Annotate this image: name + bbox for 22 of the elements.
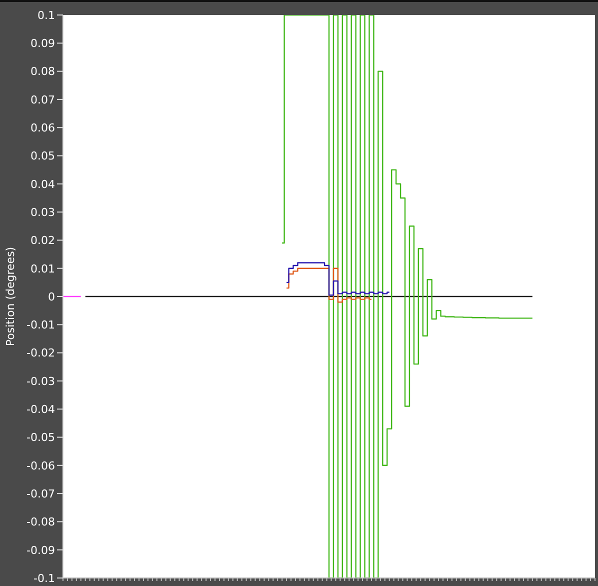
y-tick-label: 0.01 <box>30 262 55 276</box>
y-tick-label: 0.05 <box>30 150 55 163</box>
y-axis-title: Position (degrees) <box>4 246 17 346</box>
y-tick-label: -0.1 <box>34 572 55 585</box>
y-tick-label: -0.03 <box>26 374 55 388</box>
y-tick-label: -0.04 <box>26 403 55 416</box>
y-tick-label: -0.08 <box>26 516 55 529</box>
y-tick-label: 0.1 <box>38 8 55 22</box>
y-tick-label: 0 <box>48 290 55 304</box>
y-tick-label: 0.08 <box>30 65 55 78</box>
y-tick-label: -0.07 <box>26 487 55 500</box>
y-tick-label: -0.05 <box>26 431 55 444</box>
y-tick-label: 0.04 <box>30 178 55 191</box>
y-tick-label: -0.06 <box>26 459 55 472</box>
y-tick-label: -0.09 <box>26 544 55 557</box>
y-tick-label: -0.02 <box>26 346 55 360</box>
y-tick-label: 0.09 <box>30 37 55 50</box>
y-tick-label: 0.02 <box>30 234 55 248</box>
y-tick-label: 0.06 <box>30 122 55 135</box>
y-tick-label: 0.03 <box>30 206 55 219</box>
y-tick-label: 0.07 <box>30 93 55 106</box>
y-tick-label: -0.01 <box>26 318 55 332</box>
